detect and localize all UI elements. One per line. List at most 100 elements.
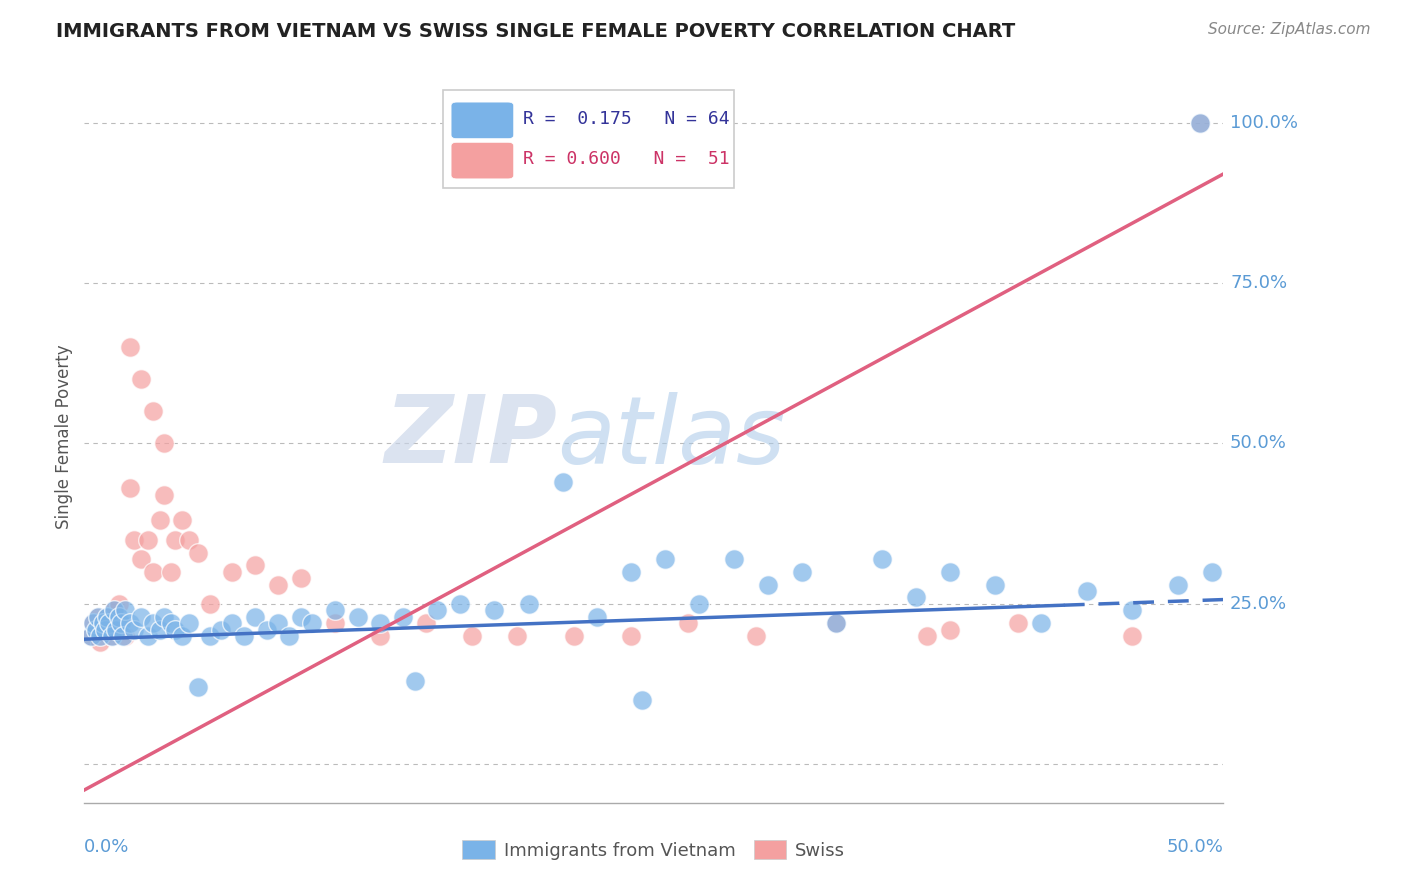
Point: [984, 577, 1007, 591]
Point: [153, 609, 176, 624]
Point: [290, 609, 312, 624]
Point: [620, 629, 643, 643]
Point: [370, 629, 392, 643]
Point: [131, 552, 153, 566]
Point: [676, 616, 699, 631]
Point: [118, 616, 141, 631]
Point: [148, 623, 170, 637]
Point: [562, 629, 585, 643]
Point: [110, 616, 132, 631]
Point: [91, 616, 114, 631]
Point: [94, 623, 117, 637]
Point: [160, 565, 183, 579]
Point: [404, 673, 426, 688]
Point: [82, 616, 104, 631]
Point: [96, 609, 118, 624]
Point: [98, 616, 121, 631]
Point: [160, 616, 183, 631]
Y-axis label: Single Female Poverty: Single Female Poverty: [55, 345, 73, 529]
Point: [84, 623, 107, 637]
Point: [172, 629, 194, 643]
Point: [256, 623, 278, 637]
Point: [100, 629, 122, 643]
Point: [84, 623, 107, 637]
Point: [165, 623, 187, 637]
Point: [91, 616, 114, 631]
Text: IMMIGRANTS FROM VIETNAM VS SWISS SINGLE FEMALE POVERTY CORRELATION CHART: IMMIGRANTS FROM VIETNAM VS SWISS SINGLE …: [56, 22, 1015, 41]
Point: [107, 609, 129, 624]
Point: [110, 616, 132, 631]
Point: [278, 629, 301, 643]
Point: [756, 577, 779, 591]
Point: [105, 623, 128, 637]
Point: [346, 609, 368, 624]
Point: [688, 597, 710, 611]
Point: [118, 340, 141, 354]
Point: [1189, 116, 1212, 130]
Point: [124, 533, 146, 547]
Point: [187, 545, 209, 559]
Point: [620, 565, 643, 579]
Point: [392, 609, 415, 624]
Point: [426, 603, 449, 617]
Point: [136, 533, 159, 547]
Point: [103, 603, 125, 617]
Point: [198, 597, 221, 611]
Point: [179, 616, 201, 631]
Point: [114, 603, 136, 617]
Point: [506, 629, 529, 643]
Point: [221, 565, 243, 579]
Point: [179, 533, 201, 547]
Point: [1167, 577, 1189, 591]
Point: [131, 609, 153, 624]
Text: R = 0.600   N =  51: R = 0.600 N = 51: [523, 150, 730, 168]
Point: [221, 616, 243, 631]
Point: [1121, 603, 1143, 617]
Point: [1201, 565, 1223, 579]
Point: [107, 597, 129, 611]
Point: [142, 616, 165, 631]
Point: [723, 552, 745, 566]
Point: [484, 603, 506, 617]
Point: [301, 616, 323, 631]
Point: [118, 482, 141, 496]
Point: [94, 623, 117, 637]
Point: [517, 597, 540, 611]
Point: [631, 693, 654, 707]
Point: [1189, 116, 1212, 130]
Point: [825, 616, 848, 631]
Point: [904, 591, 927, 605]
Text: atlas: atlas: [557, 392, 785, 483]
Point: [551, 475, 574, 489]
Text: 75.0%: 75.0%: [1230, 274, 1286, 292]
Point: [939, 623, 962, 637]
Text: R =  0.175   N = 64: R = 0.175 N = 64: [523, 110, 730, 128]
Text: 0.0%: 0.0%: [84, 838, 129, 856]
Point: [586, 609, 609, 624]
Point: [100, 629, 122, 643]
Point: [915, 629, 938, 643]
Point: [105, 623, 128, 637]
Text: ZIP: ZIP: [384, 391, 557, 483]
Legend: Immigrants from Vietnam, Swiss: Immigrants from Vietnam, Swiss: [456, 833, 852, 867]
Point: [82, 616, 104, 631]
Point: [1029, 616, 1052, 631]
Point: [153, 488, 176, 502]
Point: [790, 565, 813, 579]
Point: [172, 514, 194, 528]
Point: [136, 629, 159, 643]
Point: [449, 597, 471, 611]
Point: [415, 616, 437, 631]
Point: [245, 609, 267, 624]
Point: [80, 629, 103, 643]
Point: [1121, 629, 1143, 643]
FancyBboxPatch shape: [451, 102, 513, 138]
Point: [80, 629, 103, 643]
Point: [232, 629, 254, 643]
Point: [165, 533, 187, 547]
Point: [460, 629, 482, 643]
Point: [148, 514, 170, 528]
Point: [209, 623, 232, 637]
Point: [187, 681, 209, 695]
Point: [939, 565, 962, 579]
